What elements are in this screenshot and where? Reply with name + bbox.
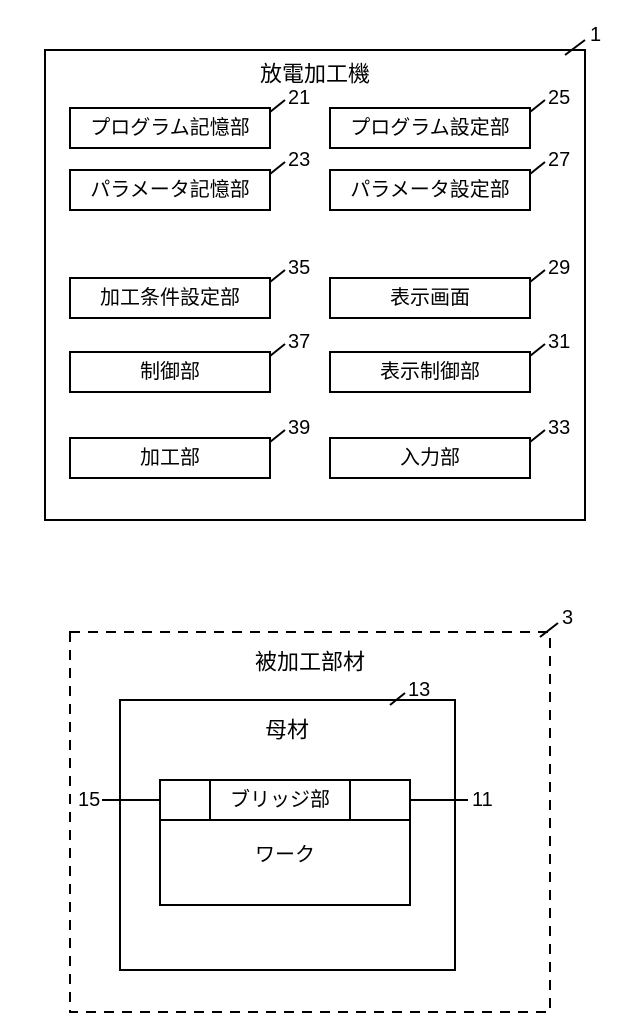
label-display-screen: 表示画面 [390,286,470,309]
ref-23: 23 [288,149,310,171]
label-program-setting: プログラム設定部 [350,116,509,139]
ref-3: 3 [562,607,573,629]
leader-21 [270,100,285,112]
leader-23 [270,162,285,174]
bridge-label: ブリッジ部 [230,787,330,811]
ref-35: 35 [288,257,310,279]
label-machining: 加工部 [140,446,200,469]
leader-31 [530,344,545,356]
base-label: 母材 [265,718,309,743]
leader-25 [530,100,545,112]
leader-27 [530,162,545,174]
work-label: ワーク [255,843,315,866]
ref-leader-1 [565,40,585,55]
ref-39: 39 [288,417,310,439]
lower-title: 被加工部材 [255,650,365,675]
ref-27: 27 [548,149,570,171]
ref-25: 25 [548,87,570,109]
lower-outer-dashed [70,632,550,1012]
ref-1: 1 [590,24,601,46]
ref-33: 33 [548,417,570,439]
upper-title: 放電加工機 [260,62,370,87]
ref-15: 15 [78,789,100,811]
label-control: 制御部 [140,360,200,383]
leader-33 [530,430,545,442]
label-input: 入力部 [400,446,460,469]
leader-29 [530,270,545,282]
leader-35 [270,270,285,282]
ref-13: 13 [408,679,430,701]
ref-21: 21 [288,87,310,109]
ref-leader-3 [540,623,558,637]
leader-37 [270,344,285,356]
ref-31: 31 [548,331,570,353]
label-display-control: 表示制御部 [380,360,480,383]
label-cond-setting: 加工条件設定部 [100,286,240,309]
ref-29: 29 [548,257,570,279]
leader-39 [270,430,285,442]
ref-11: 11 [472,789,493,811]
label-param-setting: パラメータ設定部 [350,178,509,201]
label-param-memory: パラメータ記憶部 [90,178,249,201]
ref-37: 37 [288,331,310,353]
label-program-memory: プログラム記憶部 [90,116,249,139]
